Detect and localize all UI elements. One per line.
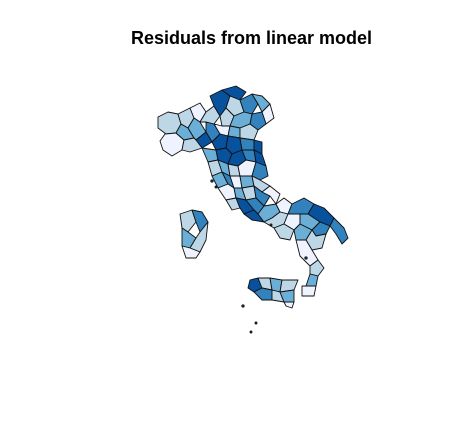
province xyxy=(249,111,267,131)
small-islands xyxy=(210,179,308,334)
province xyxy=(305,273,319,287)
province xyxy=(261,185,281,205)
provinces-north xyxy=(157,85,275,157)
province xyxy=(181,245,201,259)
province xyxy=(239,123,259,141)
island xyxy=(304,256,308,260)
province xyxy=(253,185,271,207)
province xyxy=(251,161,269,181)
island xyxy=(210,179,214,183)
province xyxy=(279,279,299,293)
province xyxy=(273,223,295,241)
island xyxy=(214,185,218,189)
province xyxy=(329,217,349,245)
province xyxy=(221,85,247,101)
island xyxy=(269,223,273,227)
map-title: Residuals from linear model xyxy=(130,28,373,48)
provinces-south xyxy=(243,197,349,297)
province xyxy=(239,137,255,151)
province xyxy=(309,259,325,277)
provinces-center xyxy=(201,147,281,215)
province xyxy=(239,93,259,115)
island xyxy=(249,330,253,334)
island xyxy=(241,304,245,308)
sardinia xyxy=(179,209,209,259)
island xyxy=(254,321,258,325)
sicily xyxy=(247,277,299,309)
province xyxy=(179,209,197,233)
province xyxy=(283,301,295,309)
province xyxy=(301,285,317,297)
